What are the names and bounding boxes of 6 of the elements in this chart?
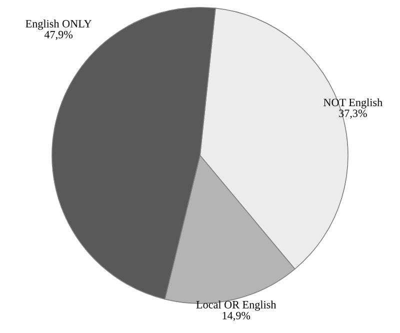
data-label: 37,3%: [339, 110, 367, 119]
data-label: 47,9%: [44, 30, 73, 40]
data-label: 14,9%: [222, 312, 250, 321]
slice-label: NOT English: [324, 98, 382, 108]
slice-label: Local OR English: [196, 300, 276, 311]
slice-label: English ONLY: [26, 20, 92, 30]
